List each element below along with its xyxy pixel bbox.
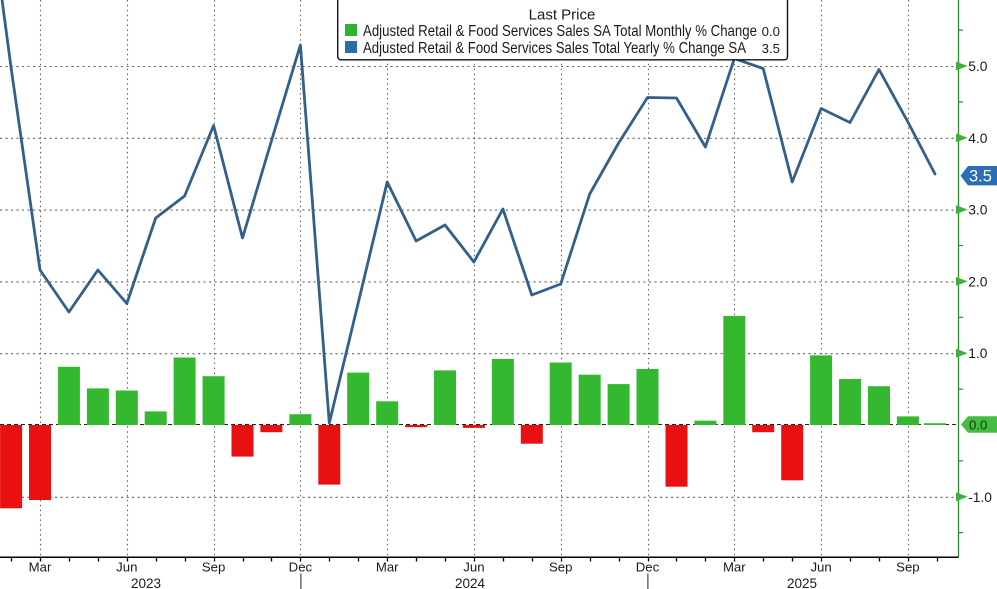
svg-text:3.0: 3.0 bbox=[968, 203, 988, 218]
svg-text:4.0: 4.0 bbox=[968, 131, 988, 146]
svg-text:2.0: 2.0 bbox=[968, 274, 988, 289]
svg-text:0.0: 0.0 bbox=[762, 24, 780, 39]
svg-text:Dec: Dec bbox=[636, 560, 660, 575]
svg-text:Dec: Dec bbox=[289, 560, 313, 575]
svg-text:-1.0: -1.0 bbox=[968, 490, 992, 505]
svg-text:Mar: Mar bbox=[723, 560, 746, 575]
svg-text:Adjusted Retail & Food Service: Adjusted Retail & Food Services Sales To… bbox=[363, 40, 747, 57]
svg-text:0.0: 0.0 bbox=[969, 418, 987, 433]
svg-text:3.5: 3.5 bbox=[969, 168, 992, 186]
svg-text:3.5: 3.5 bbox=[762, 41, 780, 56]
svg-text:Mar: Mar bbox=[376, 560, 399, 575]
svg-text:Sep: Sep bbox=[896, 560, 919, 575]
svg-text:2023: 2023 bbox=[131, 576, 161, 589]
svg-text:Last Price: Last Price bbox=[529, 7, 596, 24]
svg-text:Mar: Mar bbox=[29, 560, 52, 575]
svg-text:2025: 2025 bbox=[787, 576, 817, 589]
svg-text:Jun: Jun bbox=[810, 560, 831, 575]
svg-text:Jun: Jun bbox=[463, 560, 484, 575]
svg-text:1.0: 1.0 bbox=[968, 346, 988, 361]
svg-text:Jun: Jun bbox=[116, 560, 137, 575]
svg-text:2024: 2024 bbox=[455, 576, 486, 589]
svg-text:Sep: Sep bbox=[202, 560, 225, 575]
svg-text:Sep: Sep bbox=[549, 560, 572, 575]
svg-text:Adjusted Retail & Food Service: Adjusted Retail & Food Services Sales SA… bbox=[363, 23, 757, 40]
svg-text:5.0: 5.0 bbox=[968, 59, 988, 74]
